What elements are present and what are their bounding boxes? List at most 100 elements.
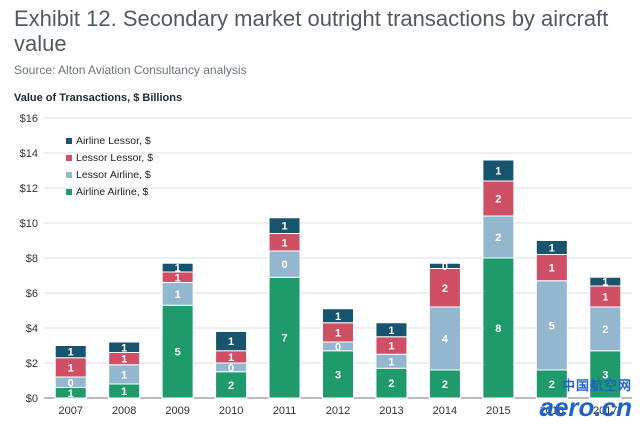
data-label: 1	[549, 243, 555, 255]
bar-segment	[375, 367, 408, 399]
y-tick-label: $2	[26, 358, 38, 370]
x-tick-label: 2016	[540, 405, 564, 417]
data-label: 0	[442, 261, 448, 273]
data-label: 1	[602, 277, 608, 289]
x-tick-label: 2007	[58, 405, 82, 417]
data-label: 1	[68, 347, 74, 359]
bar-segment	[535, 254, 568, 282]
data-label: 1	[281, 237, 287, 249]
data-label: 2	[602, 324, 608, 336]
legend-swatch	[66, 172, 72, 178]
data-label: 1	[121, 386, 127, 398]
y-axis-label: Value of Transactions, $ Billions	[14, 92, 183, 104]
data-label: 2	[442, 379, 448, 391]
bar-segment	[322, 350, 354, 399]
bar-segment	[268, 217, 301, 234]
data-label: 5	[549, 320, 555, 332]
bar-segment	[535, 240, 568, 255]
y-tick-label: $4	[26, 323, 38, 335]
bar-segment	[322, 308, 354, 324]
x-tick-label: 2015	[486, 405, 510, 417]
data-label: 1	[495, 166, 501, 178]
data-label: 7	[281, 333, 287, 345]
chart-source: Source: Alton Aviation Consultancy analy…	[14, 63, 247, 77]
data-label: 1	[228, 336, 234, 348]
bar-segment	[535, 369, 568, 399]
data-label: 1	[281, 221, 287, 233]
legend-swatch	[66, 138, 72, 144]
data-label: 1	[335, 327, 341, 339]
data-label: 0	[68, 377, 74, 389]
bar-segment	[161, 262, 194, 273]
bar-segment	[589, 350, 622, 399]
data-label: 2	[228, 380, 234, 392]
data-label: 1	[388, 325, 394, 337]
data-label: 1	[175, 272, 181, 284]
data-label: 0	[281, 259, 287, 271]
data-label: 8	[495, 323, 501, 335]
legend-label: Airline Lessor, $	[76, 135, 151, 147]
data-label: 1	[175, 289, 181, 301]
y-tick-label: $6	[26, 288, 38, 300]
x-tick-label: 2013	[379, 405, 403, 417]
bar-segment	[268, 276, 301, 399]
watermark-cn: 中国航空网	[561, 378, 632, 393]
y-tick-label: $0	[26, 393, 38, 405]
legend-label: Lessor Lessor, $	[76, 152, 153, 164]
data-label: 0	[228, 362, 234, 374]
bar-segment	[428, 369, 461, 399]
x-tick-label: 2012	[326, 405, 350, 417]
data-label: 2	[495, 232, 501, 244]
bar-segment	[108, 341, 141, 353]
bar-segment	[482, 159, 515, 182]
y-tick-label: $12	[20, 183, 38, 195]
data-label: 1	[388, 356, 394, 368]
bar-segment	[482, 215, 515, 259]
chart-title: Exhibit 12. Secondary market outright tr…	[14, 6, 609, 56]
data-label: 1	[121, 342, 127, 354]
data-label: 4	[442, 334, 449, 346]
legend-label: Lessor Airline, $	[76, 169, 151, 181]
data-label: 0	[335, 341, 341, 353]
bar-segment	[161, 304, 194, 399]
y-tick-label: $8	[26, 253, 38, 265]
data-label: 1	[175, 263, 181, 275]
legend-label: Airline Airline, $	[76, 186, 149, 198]
x-tick-label: 2009	[165, 405, 189, 417]
y-tick-label: $14	[20, 148, 38, 160]
data-label: 1	[549, 263, 555, 275]
data-label: 1	[121, 369, 127, 381]
data-label: 1	[602, 292, 608, 304]
bar-segment	[428, 262, 461, 269]
x-tick-label: 2014	[433, 405, 457, 417]
data-label: 2	[549, 379, 555, 391]
watermark-en: aero.cn	[539, 392, 633, 422]
bar-segment	[215, 371, 248, 399]
data-label: 3	[335, 369, 341, 381]
bar-segment	[375, 322, 408, 338]
x-tick-label: 2017	[593, 405, 617, 417]
data-label: 3	[602, 369, 608, 381]
bar-segment	[268, 250, 301, 278]
y-tick-label: $16	[20, 113, 38, 125]
data-label: 2	[495, 194, 501, 206]
bar-segment	[589, 276, 622, 287]
data-label: 2	[388, 378, 394, 390]
data-label: 1	[68, 362, 74, 374]
watermark: 中国航空网 aero.cn	[540, 375, 633, 420]
bar-segment	[482, 257, 515, 399]
legend-swatch	[66, 155, 72, 161]
data-label: 1	[68, 388, 74, 400]
x-tick-label: 2011	[273, 405, 297, 417]
data-label: 1	[335, 311, 341, 323]
data-label: 2	[442, 283, 448, 295]
data-label: 1	[388, 341, 394, 353]
bar-segment	[215, 331, 248, 352]
data-label: 1	[228, 352, 234, 364]
x-tick-label: 2008	[112, 405, 136, 417]
data-label: 1	[121, 354, 127, 366]
legend-swatch	[66, 189, 72, 195]
bar-segment	[589, 306, 622, 352]
bar-segment	[54, 345, 87, 359]
